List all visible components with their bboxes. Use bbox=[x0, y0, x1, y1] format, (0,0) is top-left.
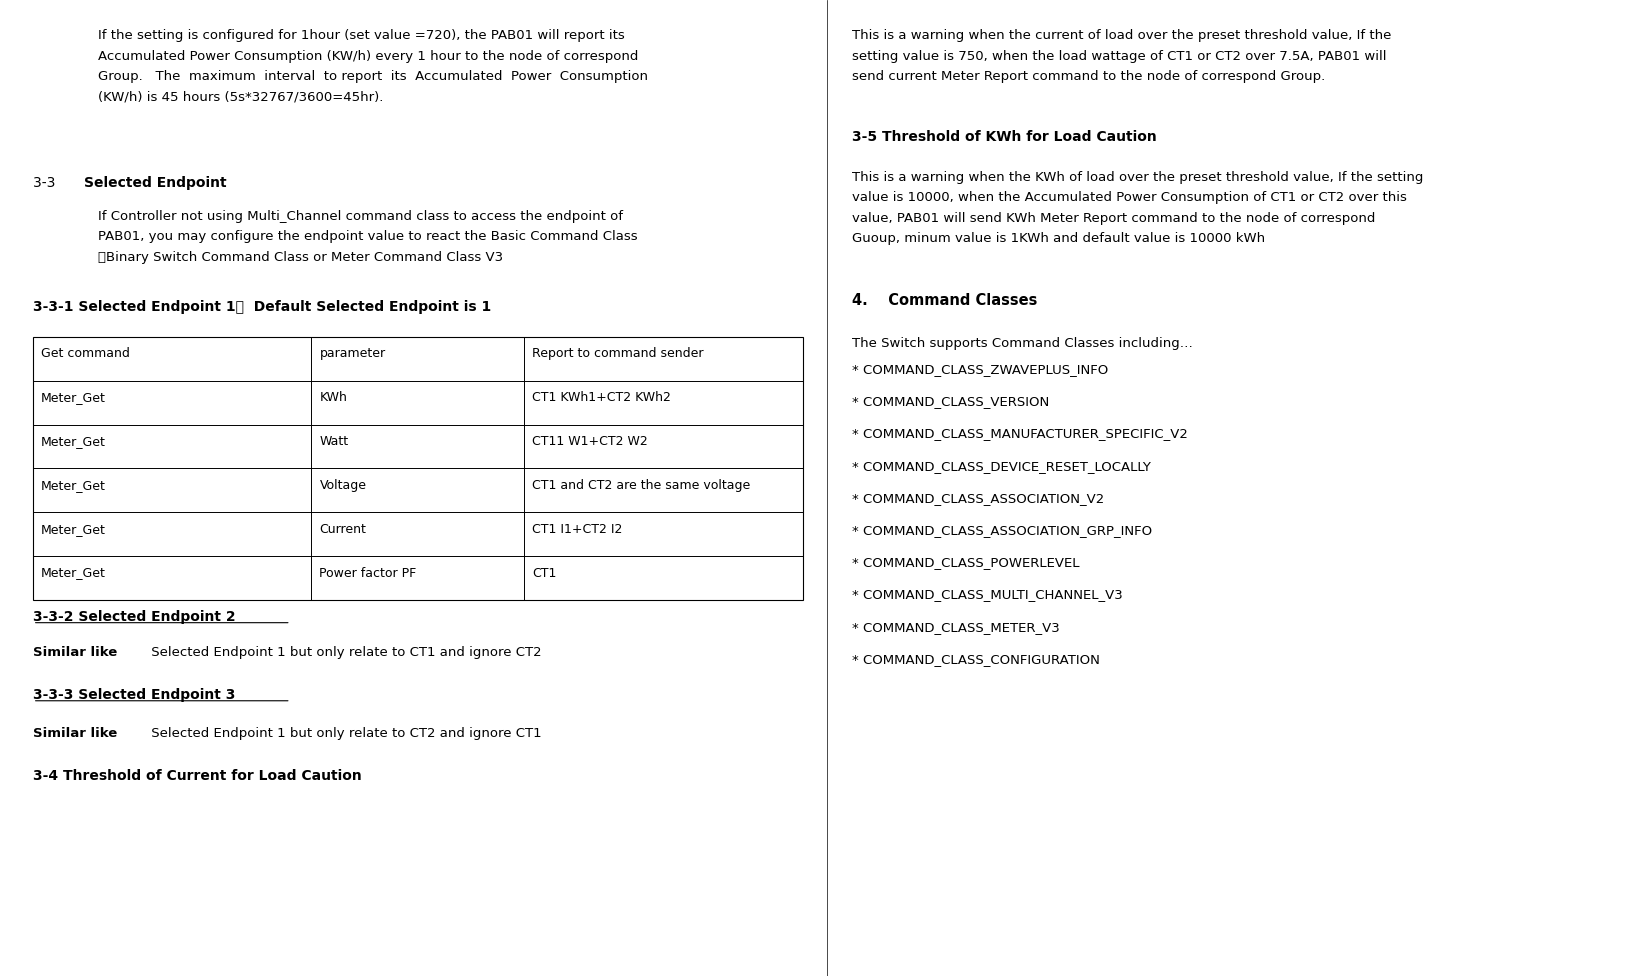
Text: CT1: CT1 bbox=[532, 566, 557, 580]
Text: * COMMAND_CLASS_DEVICE_RESET_LOCALLY: * COMMAND_CLASS_DEVICE_RESET_LOCALLY bbox=[852, 460, 1150, 472]
Text: * COMMAND_CLASS_MANUFACTURER_SPECIFIC_V2: * COMMAND_CLASS_MANUFACTURER_SPECIFIC_V2 bbox=[852, 427, 1188, 440]
Text: Similar like: Similar like bbox=[33, 646, 116, 659]
Text: Current: Current bbox=[319, 522, 367, 536]
Text: 3-3-1 Selected Endpoint 1：  Default Selected Endpoint is 1: 3-3-1 Selected Endpoint 1： Default Selec… bbox=[33, 300, 491, 313]
Text: Get command: Get command bbox=[41, 346, 129, 360]
Text: 3-5 Threshold of KWh for Load Caution: 3-5 Threshold of KWh for Load Caution bbox=[852, 130, 1156, 143]
Text: * COMMAND_CLASS_ASSOCIATION_V2: * COMMAND_CLASS_ASSOCIATION_V2 bbox=[852, 492, 1104, 505]
Text: 3-3: 3-3 bbox=[33, 176, 59, 189]
Text: * COMMAND_CLASS_POWERLEVEL: * COMMAND_CLASS_POWERLEVEL bbox=[852, 556, 1079, 569]
Text: This is a warning when the KWh of load over the preset threshold value, If the s: This is a warning when the KWh of load o… bbox=[852, 171, 1423, 245]
Text: CT1 I1+CT2 I2: CT1 I1+CT2 I2 bbox=[532, 522, 622, 536]
Text: This is a warning when the current of load over the preset threshold value, If t: This is a warning when the current of lo… bbox=[852, 29, 1391, 83]
Text: Selected Endpoint: Selected Endpoint bbox=[84, 176, 226, 189]
Text: Selected Endpoint 1 but only relate to CT1 and ignore CT2: Selected Endpoint 1 but only relate to C… bbox=[147, 646, 542, 659]
Text: Watt: Watt bbox=[319, 434, 349, 448]
Text: CT1 KWh1+CT2 KWh2: CT1 KWh1+CT2 KWh2 bbox=[532, 390, 672, 404]
Text: 3-4 Threshold of Current for Load Caution: 3-4 Threshold of Current for Load Cautio… bbox=[33, 769, 362, 783]
Text: Power factor PF: Power factor PF bbox=[319, 566, 416, 580]
Text: Meter_Get: Meter_Get bbox=[41, 478, 106, 492]
Text: CT11 W1+CT2 W2: CT11 W1+CT2 W2 bbox=[532, 434, 649, 448]
Text: * COMMAND_CLASS_ZWAVEPLUS_INFO: * COMMAND_CLASS_ZWAVEPLUS_INFO bbox=[852, 363, 1107, 376]
Text: Selected Endpoint 1 but only relate to CT2 and ignore CT1: Selected Endpoint 1 but only relate to C… bbox=[147, 727, 542, 740]
Text: * COMMAND_CLASS_ASSOCIATION_GRP_INFO: * COMMAND_CLASS_ASSOCIATION_GRP_INFO bbox=[852, 524, 1152, 537]
Text: If Controller not using Multi_Channel command class to access the endpoint of
PA: If Controller not using Multi_Channel co… bbox=[98, 210, 637, 264]
Bar bbox=[33, 337, 803, 600]
Text: * COMMAND_CLASS_METER_V3: * COMMAND_CLASS_METER_V3 bbox=[852, 621, 1060, 633]
Text: Report to command sender: Report to command sender bbox=[532, 346, 704, 360]
Text: Voltage: Voltage bbox=[319, 478, 367, 492]
Text: If the setting is configured for 1hour (set value =720), the PAB01 will report i: If the setting is configured for 1hour (… bbox=[98, 29, 649, 103]
Text: Meter_Get: Meter_Get bbox=[41, 390, 106, 404]
Text: 3-3-3 Selected Endpoint 3: 3-3-3 Selected Endpoint 3 bbox=[33, 688, 236, 702]
Text: 3-3-2 Selected Endpoint 2: 3-3-2 Selected Endpoint 2 bbox=[33, 610, 236, 624]
Text: KWh: KWh bbox=[319, 390, 347, 404]
Text: The Switch supports Command Classes including…: The Switch supports Command Classes incl… bbox=[852, 337, 1192, 349]
Text: * COMMAND_CLASS_MULTI_CHANNEL_V3: * COMMAND_CLASS_MULTI_CHANNEL_V3 bbox=[852, 589, 1122, 601]
Text: parameter: parameter bbox=[319, 346, 385, 360]
Text: Meter_Get: Meter_Get bbox=[41, 566, 106, 580]
Text: * COMMAND_CLASS_CONFIGURATION: * COMMAND_CLASS_CONFIGURATION bbox=[852, 653, 1099, 666]
Text: CT1 and CT2 are the same voltage: CT1 and CT2 are the same voltage bbox=[532, 478, 750, 492]
Text: Similar like: Similar like bbox=[33, 727, 116, 740]
Text: 4.    Command Classes: 4. Command Classes bbox=[852, 293, 1037, 307]
Text: Meter_Get: Meter_Get bbox=[41, 434, 106, 448]
Text: Meter_Get: Meter_Get bbox=[41, 522, 106, 536]
Text: * COMMAND_CLASS_VERSION: * COMMAND_CLASS_VERSION bbox=[852, 395, 1048, 408]
